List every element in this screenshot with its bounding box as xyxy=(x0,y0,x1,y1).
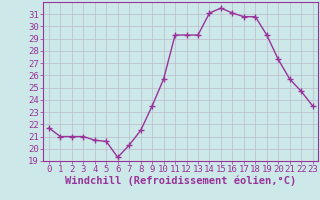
X-axis label: Windchill (Refroidissement éolien,°C): Windchill (Refroidissement éolien,°C) xyxy=(65,176,296,186)
